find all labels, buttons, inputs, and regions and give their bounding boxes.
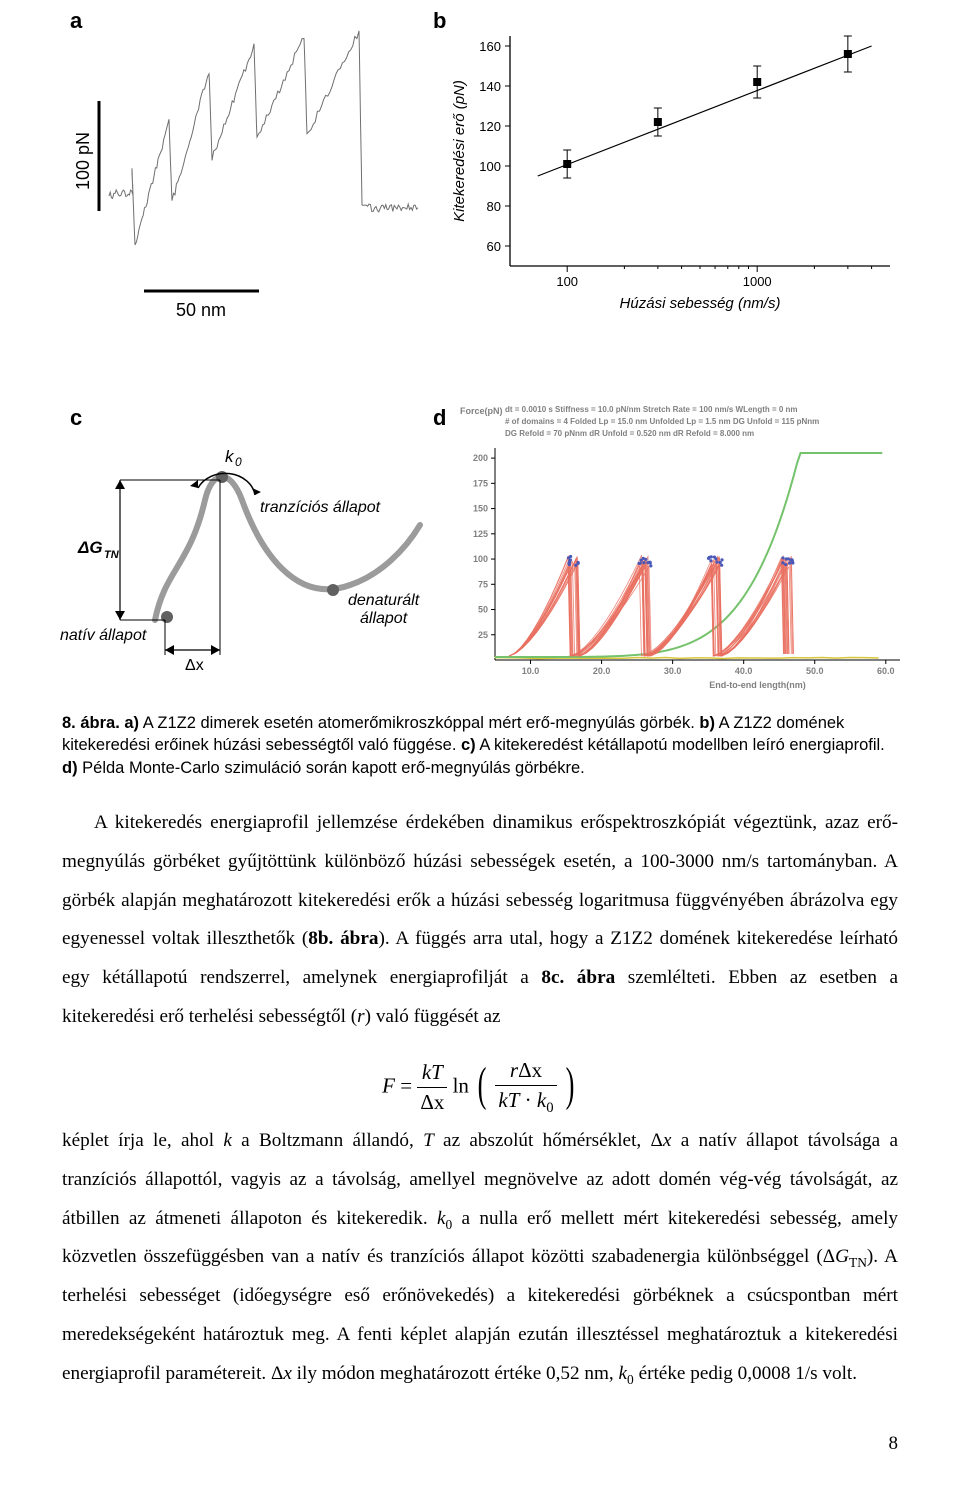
eq-k0-sub: 0 xyxy=(546,1100,553,1116)
eq-dx2: Δx xyxy=(518,1058,542,1082)
body-p1-ref2: 8c. ábra xyxy=(541,967,615,988)
body-p2-k0: k xyxy=(437,1208,446,1229)
page-number: 8 xyxy=(889,1433,899,1455)
body-p2-x2: x xyxy=(283,1363,292,1384)
panel-d-svg: dt = 0.0010 s Stiffness = 10.0 pN/nm Str… xyxy=(440,400,920,700)
caption-a: A Z1Z2 dimerek esetén atomerőmikroszkópp… xyxy=(139,714,699,732)
equation: F = kT Δx ln ( rΔx kT · k0 ) xyxy=(62,1058,898,1117)
svg-text:denaturált: denaturált xyxy=(348,592,420,609)
svg-text:100: 100 xyxy=(479,159,501,174)
svg-text:TN: TN xyxy=(104,549,120,561)
svg-text:dt = 0.0010 s Stiffness: dt = 0.0010 s Stiffness = 10.0 pN/nm Str… xyxy=(505,405,798,414)
svg-text:60: 60 xyxy=(487,239,501,254)
eq-dx: Δx xyxy=(420,1090,444,1114)
svg-text:ΔG: ΔG xyxy=(77,538,103,557)
svg-text:Kitekeredési erő (pN): Kitekeredési erő (pN) xyxy=(451,80,468,222)
eq-ln: ln xyxy=(453,1073,469,1097)
body-p2-k: k xyxy=(223,1130,232,1151)
svg-text:40.0: 40.0 xyxy=(735,666,753,676)
body-p2-k02: k xyxy=(619,1363,628,1384)
body-p2c: az abszolút hőmérséklet, Δ xyxy=(434,1130,663,1151)
panel-a-svg: 100 pN 50 nm xyxy=(74,16,419,346)
svg-text:DG Refold = 70 pNnm dR Unfo: DG Refold = 70 pNnm dR Unfold = 0.520 nm… xyxy=(505,429,754,438)
body-p1d: ) való függését az xyxy=(365,1006,501,1027)
eq-k0: k xyxy=(537,1088,546,1112)
caption-c: A kitekeredést kétállapotú modellben leí… xyxy=(476,736,885,754)
svg-text:1000: 1000 xyxy=(743,274,772,289)
svg-text:160: 160 xyxy=(479,39,501,54)
svg-text:tranzíciós állapot: tranzíciós állapot xyxy=(260,499,381,516)
svg-text:25: 25 xyxy=(478,630,488,640)
panel-d: dt = 0.0010 s Stiffness = 10.0 pN/nm Str… xyxy=(440,400,920,700)
eq-kT2: kT xyxy=(498,1088,519,1112)
eq-kT: kT xyxy=(422,1060,443,1084)
svg-text:50: 50 xyxy=(478,605,488,615)
eq-r: r xyxy=(510,1058,518,1082)
eq-lparen: ( xyxy=(478,1062,487,1108)
svg-text:Force(pN): Force(pN) xyxy=(460,406,503,416)
svg-text:75: 75 xyxy=(478,579,488,589)
body-paragraph-1: A kitekeredés energiaprofil jellemzése é… xyxy=(62,804,898,1037)
caption-d-label: d) xyxy=(62,759,78,777)
svg-text:175: 175 xyxy=(473,478,488,488)
svg-text:0: 0 xyxy=(235,455,242,469)
svg-text:20.0: 20.0 xyxy=(593,666,611,676)
svg-text:140: 140 xyxy=(479,79,501,94)
body-p2-T: T xyxy=(423,1130,434,1151)
caption-b-label: b) xyxy=(699,714,715,732)
svg-text:Δx: Δx xyxy=(185,657,204,674)
svg-text:k: k xyxy=(225,447,235,466)
svg-text:natív állapot: natív állapot xyxy=(60,627,147,644)
body-paragraph-2: képlet írja le, ahol k a Boltzmann állan… xyxy=(62,1122,898,1393)
panel-a: 100 pN 50 nm xyxy=(74,16,419,346)
body-p2b: a Boltzmann állandó, xyxy=(232,1130,423,1151)
svg-text:Húzási sebesség (nm/s): Húzási sebesség (nm/s) xyxy=(620,295,781,312)
svg-text:# of domains = 4 Folded Lp: # of domains = 4 Folded Lp = 15.0 nm Unf… xyxy=(505,417,819,426)
body-p2-G: G xyxy=(835,1246,849,1267)
svg-text:125: 125 xyxy=(473,529,488,539)
caption-c-label: c) xyxy=(461,736,476,754)
svg-text:80: 80 xyxy=(487,199,501,214)
eq-dot: · xyxy=(519,1088,537,1112)
panel-c: k0 ΔGTN Δx tranzíciós állapot denaturáltálla… xyxy=(60,430,430,690)
panel-b-svg: 60 80 100 120 140 160 100 1000 Kitekeredési erő … xyxy=(440,16,910,336)
caption-d: Példa Monte-Carlo szimuláció során kapot… xyxy=(78,759,585,777)
svg-text:200: 200 xyxy=(473,453,488,463)
eq-rparen: ) xyxy=(565,1062,574,1108)
eq-F: F xyxy=(382,1073,395,1097)
body-p1-r: r xyxy=(357,1006,364,1027)
svg-text:50.0: 50.0 xyxy=(806,666,824,676)
body-p2h: értéke pedig 0,0008 1/s volt. xyxy=(634,1363,857,1384)
page-root: a b c d 100 pN50 nm 60801001201401601001… xyxy=(0,0,960,1497)
body-p1-ref: 8b. ábra xyxy=(308,928,378,949)
eq-frac2: rΔx kT · k0 xyxy=(495,1058,556,1117)
svg-text:100 pN: 100 pN xyxy=(74,132,93,190)
panel-c-svg: k0 ΔGTN Δx tranzíciós állapot denaturáltálla… xyxy=(60,430,430,690)
svg-text:End-to-end length(nm): End-to-end length(nm) xyxy=(709,680,805,690)
body-p2g: ily módon meghatározott értéke 0,52 nm, xyxy=(292,1363,619,1384)
eq-frac1: kT Δx xyxy=(417,1060,447,1115)
svg-text:50 nm: 50 nm xyxy=(176,300,226,320)
panel-b: 60 80 100 120 140 160 100 1000 Kitekeredési erő … xyxy=(440,16,910,336)
caption-fig-label: 8. ábra. a) xyxy=(62,714,139,732)
svg-text:30.0: 30.0 xyxy=(664,666,682,676)
eq-equals: = xyxy=(395,1073,417,1097)
svg-text:100: 100 xyxy=(556,274,578,289)
figure-caption: 8. ábra. a) A Z1Z2 dimerek esetén atomer… xyxy=(62,712,898,779)
svg-text:állapot: állapot xyxy=(360,610,408,627)
panel-label-c: c xyxy=(70,405,82,431)
svg-text:60.0: 60.0 xyxy=(877,666,895,676)
svg-text:120: 120 xyxy=(479,119,501,134)
svg-text:100: 100 xyxy=(473,554,488,564)
svg-text:150: 150 xyxy=(473,504,488,514)
svg-text:10.0: 10.0 xyxy=(522,666,540,676)
body-p2a: képlet írja le, ahol xyxy=(62,1130,223,1151)
body-p2-GTN: TN xyxy=(849,1255,867,1270)
